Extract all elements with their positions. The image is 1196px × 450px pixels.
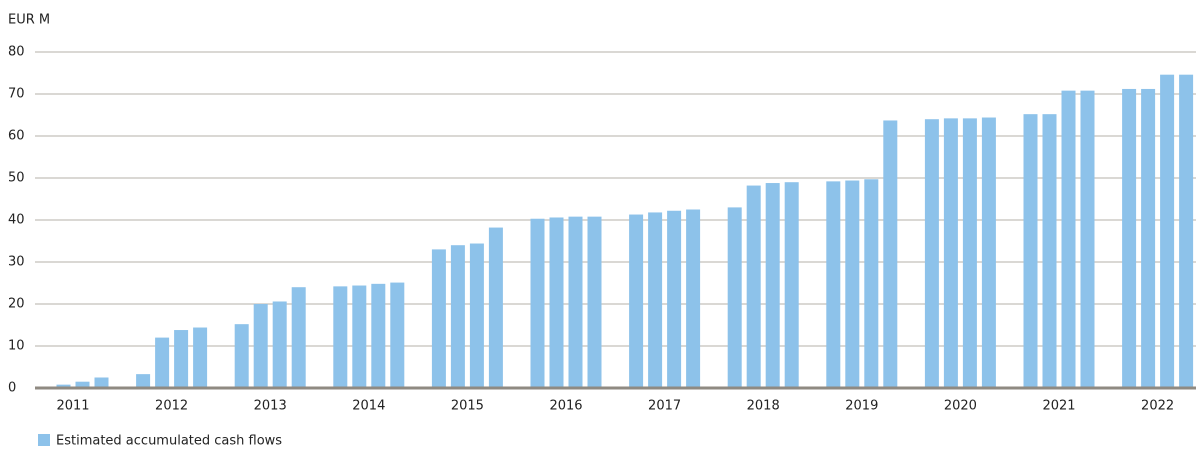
bar: [390, 282, 405, 388]
bar: [864, 179, 879, 388]
bar: [450, 245, 465, 388]
y-tick-label: 30: [8, 255, 25, 270]
bar: [826, 181, 841, 388]
bar: [1042, 114, 1057, 388]
x-tick-label: 2022: [1141, 399, 1174, 414]
bar: [174, 330, 189, 388]
y-tick-label: 50: [8, 171, 25, 186]
x-tick-label: 2018: [747, 399, 780, 414]
bar: [667, 210, 682, 388]
bar: [488, 227, 503, 388]
bar: [924, 119, 939, 388]
bar: [94, 377, 109, 388]
legend-label: Estimated accumulated cash flows: [56, 434, 282, 449]
bar: [784, 182, 799, 388]
bar: [75, 381, 90, 388]
bar: [291, 287, 306, 388]
bar: [1061, 90, 1076, 388]
y-tick-label: 70: [8, 87, 25, 102]
bar: [1122, 88, 1137, 389]
y-tick-label: 20: [8, 297, 25, 312]
x-tick-label: 2020: [944, 399, 977, 414]
bar: [962, 118, 977, 389]
y-tick-label: 10: [8, 339, 25, 354]
bar: [765, 183, 780, 388]
bar: [193, 327, 208, 388]
bar: [981, 117, 996, 389]
bar: [530, 218, 545, 388]
bar: [883, 120, 898, 389]
y-tick-label: 0: [8, 381, 16, 396]
bar: [155, 337, 170, 388]
bar: [333, 286, 348, 388]
bar: [686, 209, 701, 388]
bar: [371, 283, 386, 388]
x-tick-label: 2012: [155, 399, 188, 414]
x-tick-label: 2017: [648, 399, 681, 414]
legend-swatch: [38, 434, 50, 446]
bar: [469, 243, 484, 388]
bar: [352, 285, 367, 388]
y-tick-label: 60: [8, 129, 25, 144]
y-tick-label: 80: [8, 45, 25, 60]
x-tick-label: 2016: [549, 399, 582, 414]
bar: [1141, 88, 1156, 389]
bar: [549, 217, 564, 388]
bar: [943, 118, 958, 389]
x-tick-label: 2013: [254, 399, 287, 414]
bar: [1023, 114, 1038, 388]
bar: [587, 216, 602, 388]
bar: [136, 374, 151, 388]
x-tick-label: 2019: [845, 399, 878, 414]
y-axis-label: EUR M: [8, 13, 50, 28]
bar: [56, 384, 71, 388]
bar: [272, 301, 287, 388]
bar: [568, 216, 583, 388]
bar: [727, 207, 742, 388]
bar: [845, 180, 860, 388]
bar: [746, 185, 761, 388]
bar: [431, 249, 446, 388]
x-tick-label: 2011: [56, 399, 89, 414]
x-tick-label: 2015: [451, 399, 484, 414]
x-tick-label: 2021: [1042, 399, 1075, 414]
y-tick-label: 40: [8, 213, 25, 228]
bar: [253, 304, 268, 388]
x-tick-label: 2014: [352, 399, 385, 414]
bar: [1080, 90, 1095, 388]
bar: [1160, 74, 1175, 389]
bar: [234, 324, 249, 388]
bar: [1179, 74, 1194, 389]
bar: [648, 212, 663, 388]
bar: [629, 214, 644, 388]
